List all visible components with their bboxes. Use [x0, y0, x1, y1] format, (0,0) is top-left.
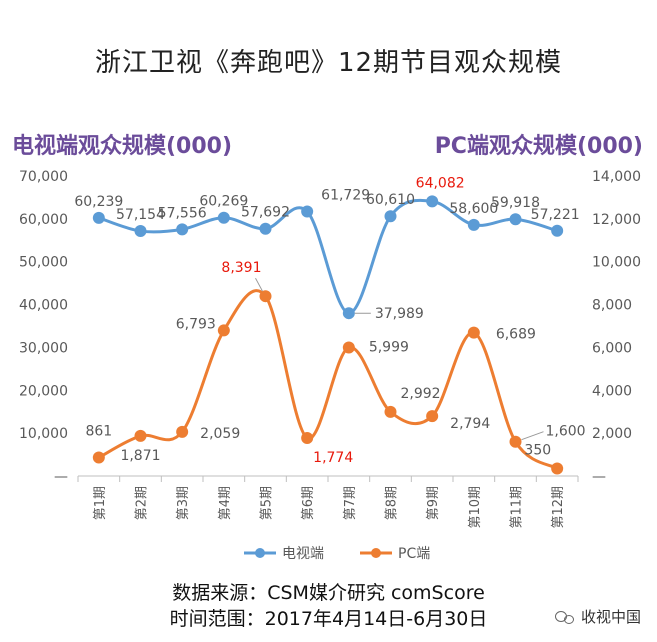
pc-point [426, 410, 439, 423]
tv-data-label: 58,600 [449, 201, 498, 217]
tv-point [342, 307, 355, 320]
category-label: 第11期 [510, 486, 525, 529]
tv-data-label: 57,154 [116, 207, 165, 223]
category-label: 第3期 [176, 486, 191, 520]
period-line: 时间范围：2017年4月14日-6月30日 [169, 608, 488, 630]
pc-point [301, 431, 314, 444]
tv-data-label: 57,221 [531, 207, 580, 223]
tv-point [259, 222, 272, 235]
tv-data-label: 57,692 [241, 205, 290, 221]
pc-data-label: 8,391 [221, 260, 261, 276]
pc-point [342, 341, 355, 354]
left-tick-label: — [54, 469, 68, 485]
left-tick-label: 50,000 [19, 255, 68, 271]
tv-data-label: 60,239 [74, 194, 123, 210]
tv-data-label: 60,269 [199, 194, 248, 210]
tv-point [509, 213, 522, 226]
page-title: 浙江卫视《奔跑吧》12期节目观众规模 [94, 48, 563, 78]
pc-label-leader [521, 431, 544, 441]
right-tick-label: 14,000 [592, 169, 641, 185]
left-tick-label: 70,000 [19, 169, 68, 185]
legend-pc-label: PC端 [398, 546, 430, 562]
category-label: 第2期 [135, 486, 150, 520]
right-tick-label: — [592, 469, 606, 485]
right-tick-label: 12,000 [592, 212, 641, 228]
category-label: 第10期 [468, 486, 483, 529]
tv-data-label: 61,729 [321, 187, 370, 203]
right-tick-label: 8,000 [592, 298, 632, 314]
tv-data-label: 60,610 [366, 192, 415, 208]
pc-point [176, 425, 189, 438]
category-label: 第9期 [426, 486, 441, 520]
pc-point [551, 462, 564, 475]
tv-point [384, 210, 397, 223]
tv-point [301, 205, 314, 218]
pc-data-label: 6,689 [496, 327, 536, 343]
tv-data-label: 59,918 [491, 195, 540, 211]
pc-point [92, 451, 105, 464]
pc-data-label: 1,871 [120, 448, 160, 464]
right-tick-label: 6,000 [592, 340, 632, 356]
left-tick-label: 30,000 [19, 340, 68, 356]
legend-pc-marker [371, 548, 381, 558]
tv-data-label: 37,989 [375, 306, 424, 322]
tv-data-label: 64,082 [416, 175, 465, 191]
tv-point [467, 218, 480, 231]
category-label: 第5期 [260, 486, 275, 520]
pc-data-label: 1,774 [313, 450, 353, 466]
audience-line-chart: — — 10,000 2,000 20,000 4,000 30,000 6,000 40,00… [19, 169, 641, 562]
watermark-text: 收视中国 [580, 608, 641, 626]
right-axis-title: PC端观众规模(000) [434, 134, 643, 159]
pc-series-line [98, 289, 558, 470]
tv-point [426, 195, 439, 208]
category-label: 第8期 [385, 486, 400, 520]
category-label: 第1期 [93, 486, 108, 520]
pc-point [217, 324, 230, 337]
category-label: 第6期 [301, 486, 316, 520]
left-tick-label: 60,000 [19, 212, 68, 228]
pc-data-label: 1,600 [546, 424, 586, 440]
pc-data-label: 2,992 [401, 386, 441, 402]
legend-tv-marker [255, 548, 265, 558]
right-tick-label: 10,000 [592, 255, 641, 271]
pc-label-leader [255, 277, 263, 292]
left-tick-label: 10,000 [19, 426, 68, 442]
tv-point [217, 211, 230, 224]
legend-tv-label: 电视端 [282, 546, 324, 562]
pc-data-label: 861 [85, 424, 112, 440]
right-tick-label: 4,000 [592, 383, 632, 399]
pc-point [259, 290, 272, 303]
pc-point [509, 435, 522, 448]
pc-data-label: 5,999 [369, 339, 409, 355]
tv-data-label: 57,556 [158, 205, 207, 221]
tv-point [551, 224, 564, 237]
category-label: 第7期 [343, 486, 358, 520]
category-label: 第12期 [551, 486, 566, 529]
source-line: 数据来源：CSM媒介研究 comScore [172, 582, 485, 604]
pc-data-label: 2,794 [450, 416, 490, 432]
pc-data-label: 6,793 [176, 316, 216, 332]
left-tick-label: 20,000 [19, 383, 68, 399]
watermark: 收视中国 [554, 606, 641, 627]
category-label: 第4期 [218, 486, 233, 520]
pc-point [134, 429, 147, 442]
tv-point [134, 225, 147, 238]
pc-data-label: 350 [524, 443, 551, 459]
pc-point [467, 326, 480, 339]
pc-data-label: 2,059 [200, 426, 240, 442]
left-axis-title: 电视端观众规模(000) [12, 134, 233, 159]
pc-point [384, 405, 397, 418]
tv-point [176, 223, 189, 236]
tv-point [92, 211, 105, 224]
wechat-icon [554, 610, 575, 624]
right-tick-label: 2,000 [592, 426, 632, 442]
left-tick-label: 40,000 [19, 298, 68, 314]
